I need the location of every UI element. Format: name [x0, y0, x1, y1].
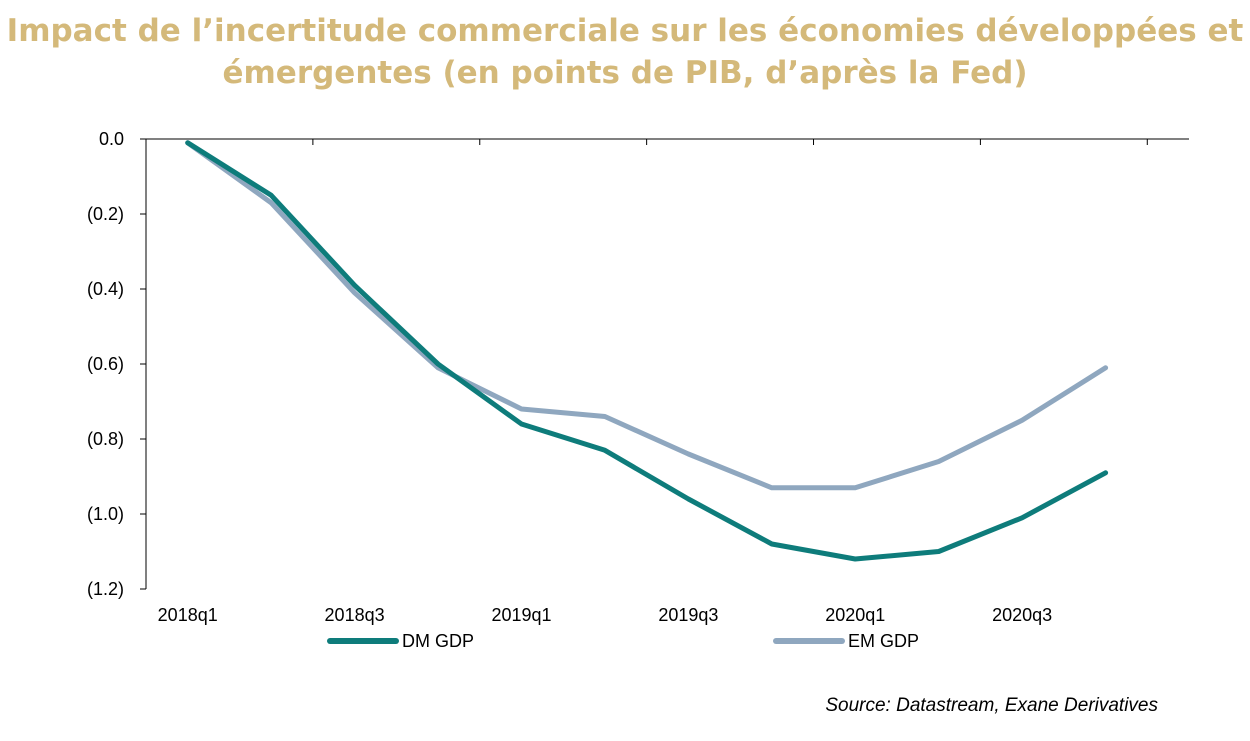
y-tick-label: (0.4): [87, 279, 124, 299]
y-axis-labels: 0.0 (0.2) (0.4) (0.6) (0.8) (1.0) (1.2): [87, 129, 124, 599]
y-tick-label: (0.8): [87, 429, 124, 449]
x-tick-label: 2019q3: [658, 605, 718, 625]
chart-axes: [140, 138, 1189, 590]
x-tick-label: 2020q3: [992, 605, 1052, 625]
chart-series: [185, 140, 1109, 562]
y-tick-label: (1.0): [87, 504, 124, 524]
x-tick-label: 2019q1: [491, 605, 551, 625]
y-tick-label: (1.2): [87, 579, 124, 599]
chart-title-line-2: émergentes (en points de PIB, d’après la…: [222, 55, 1028, 91]
x-tick-label: 2018q1: [158, 605, 218, 625]
series-line-em-gdp: [185, 140, 1109, 491]
x-tick-label: 2020q1: [825, 605, 885, 625]
legend-label: DM GDP: [402, 631, 474, 651]
chart-legend: DM GDP EM GDP: [327, 631, 919, 651]
y-tick-label: (0.6): [87, 354, 124, 374]
x-axis-labels: 2018q1 2018q3 2019q1 2019q3 2020q1 2020q3: [158, 605, 1052, 625]
x-tick-label: 2018q3: [325, 605, 385, 625]
source-note: Source: Datastream, Exane Derivatives: [825, 695, 1158, 716]
chart-title-line-1: Impact de l’incertitude commerciale sur …: [6, 13, 1244, 49]
y-tick-label: (0.2): [87, 204, 124, 224]
series-line-dm-gdp: [185, 140, 1109, 562]
legend-label: EM GDP: [848, 631, 919, 651]
chart-title: Impact de l’incertitude commerciale sur …: [0, 10, 1250, 94]
y-tick-label: 0.0: [99, 129, 124, 149]
